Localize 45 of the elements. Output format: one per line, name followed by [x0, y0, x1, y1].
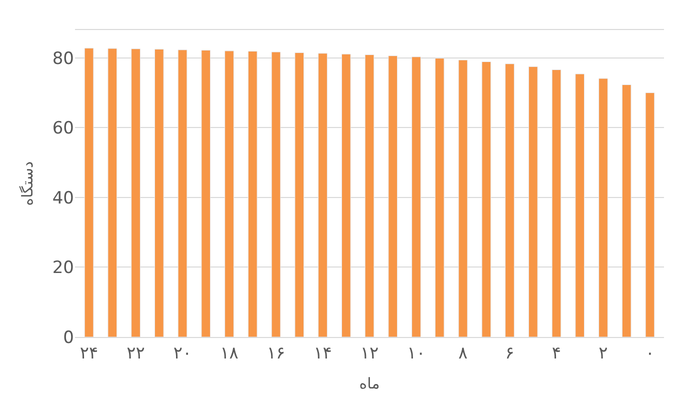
x-tick-label: ۱۰ [407, 343, 426, 364]
bar [154, 48, 164, 337]
bar [598, 78, 608, 337]
bar [552, 70, 562, 337]
x-tick-label: ۲۴ [80, 343, 98, 364]
x-tick-label: ۶ [505, 343, 514, 364]
y-tick-label: 80 [52, 48, 74, 69]
bar [482, 62, 492, 337]
bar [458, 60, 468, 337]
x-tick-label: ۱۶ [266, 343, 286, 364]
bar [388, 56, 398, 337]
bar [341, 54, 351, 337]
bar [294, 52, 304, 337]
x-tick-label: ۰ [645, 343, 655, 364]
bar [528, 66, 538, 337]
bar [434, 58, 444, 337]
bar [131, 48, 140, 337]
x-tick-label: ۱۲ [360, 343, 379, 364]
x-tick-label: ۲۰ [173, 343, 192, 364]
bar [505, 64, 514, 337]
y-axis-title: دستگاه [18, 161, 37, 206]
x-tick-label: ۴ [552, 343, 562, 364]
bar [412, 56, 421, 337]
x-tick-label: ۱۸ [220, 343, 238, 364]
bar [248, 51, 258, 337]
bar [575, 74, 585, 337]
bar [364, 54, 374, 337]
x-tick-label: ۸ [458, 343, 468, 364]
y-tick-label: 60 [52, 118, 74, 139]
bar [318, 53, 328, 337]
x-tick-label: ۱۴ [314, 343, 332, 364]
y-tick-label: 0 [63, 328, 74, 348]
x-axis-title: ماه [359, 374, 380, 392]
bar [84, 48, 94, 337]
bar [622, 84, 632, 337]
x-tick-label: ۲۲ [126, 343, 145, 364]
bar [224, 50, 234, 337]
bar [645, 92, 655, 337]
y-tick-label: 40 [52, 188, 74, 208]
y-tick-label: 20 [52, 258, 74, 278]
bar [108, 48, 118, 337]
x-tick-label: ۲ [598, 343, 608, 364]
bar [178, 50, 188, 337]
bar [271, 52, 281, 337]
bar [201, 50, 211, 337]
